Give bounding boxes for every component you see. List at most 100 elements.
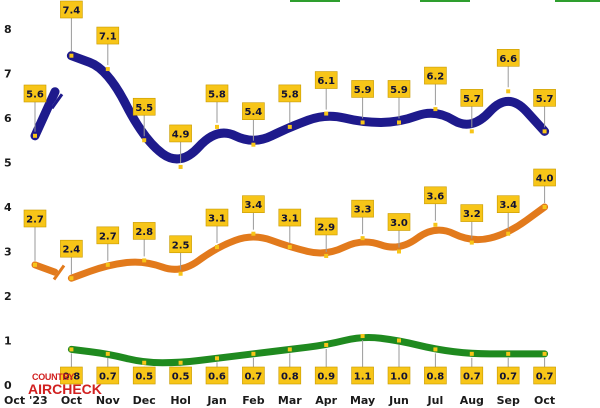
data-point: [69, 276, 74, 281]
data-label: 0.8: [427, 372, 445, 383]
data-point: [142, 360, 147, 365]
data-labels: 5.6 7.4 7.1 5.5 4.9 5.8 5.4 5.8 6.1 5.9 5.9 6.2 5.7 6…: [23, 0, 556, 385]
data-label-box: [132, 97, 156, 116]
data-label: 3.2: [463, 209, 481, 220]
data-label-box: [96, 26, 120, 45]
data-label: 5.4: [245, 107, 263, 118]
data-point: [33, 262, 37, 267]
data-label: 3.1: [208, 214, 226, 225]
x-tick-label: Oct '23: [4, 394, 48, 407]
x-axis-ticks: Oct '23 Oct Nov Dec Hol Jan Feb Mar Apr May Jun Jul…: [4, 394, 555, 407]
data-point: [397, 249, 401, 254]
data-point: [142, 258, 147, 263]
data-label-box: [132, 366, 156, 385]
data-label: 1.0: [390, 372, 408, 383]
data-point: [433, 347, 438, 352]
data-label: 7.4: [63, 6, 81, 17]
data-label-box: [424, 66, 447, 85]
data-point: [142, 138, 147, 143]
data-label: 2.5: [172, 240, 190, 251]
data-point: [397, 120, 401, 125]
data-point: [287, 347, 292, 352]
data-point: [469, 240, 474, 245]
data-label: 6.1: [317, 76, 335, 87]
data-point: [251, 351, 256, 356]
data-point: [360, 236, 365, 241]
data-point: [324, 111, 329, 116]
data-label: 5.9: [354, 85, 372, 96]
x-tick-label: Apr: [315, 394, 337, 407]
data-label: 0.7: [99, 372, 117, 383]
data-label: 2.4: [63, 245, 81, 256]
data-point: [251, 142, 256, 147]
data-label-box: [387, 80, 411, 98]
data-label: 0.8: [281, 372, 299, 383]
data-label: 5.7: [536, 94, 554, 105]
x-tick-label: Sep: [497, 394, 520, 407]
data-point: [506, 89, 511, 94]
data-label-box: [314, 71, 338, 89]
data-point: [469, 129, 474, 134]
series-line-detached: [31, 261, 59, 276]
data-label-box: [23, 84, 47, 103]
data-label-box: [496, 195, 520, 213]
data-point: [105, 67, 110, 72]
data-label: 3.6: [427, 191, 445, 202]
data-point: [251, 231, 256, 236]
data-point: [433, 107, 438, 112]
x-tick-label: Jun: [388, 394, 409, 407]
data-label-box: [60, 366, 83, 385]
data-label: 0.5: [172, 372, 190, 383]
x-tick-label: Feb: [242, 394, 265, 407]
data-label-box: [242, 366, 265, 385]
x-tick-label: May: [350, 394, 375, 407]
data-label: 4.0: [536, 174, 554, 185]
data-label-box: [351, 199, 374, 218]
x-tick-label: Mar: [278, 394, 302, 407]
data-label: 0.8: [63, 372, 81, 383]
data-label-box: [533, 89, 556, 107]
data-label-box: [460, 366, 484, 385]
break-mark: [52, 264, 66, 281]
data-label: 3.3: [354, 205, 372, 216]
data-label: 2.8: [135, 227, 153, 238]
y-tick-label: 5: [4, 157, 12, 170]
data-label: 0.9: [317, 372, 335, 383]
data-label: 2.9: [317, 222, 335, 233]
data-label: 4.9: [172, 129, 190, 140]
data-point: [105, 262, 110, 267]
data-label-box: [96, 226, 120, 245]
data-point: [69, 347, 74, 352]
logo-text-bottom: AIRCHECK: [28, 381, 102, 397]
data-point: [178, 360, 183, 365]
y-tick-label: 7: [4, 68, 12, 81]
y-tick-label: 6: [4, 112, 12, 125]
data-label: 0.7: [463, 372, 481, 383]
data-point: [360, 334, 365, 339]
y-tick-label: 8: [4, 23, 12, 36]
data-label-box: [60, 0, 83, 19]
data-label-box: [132, 222, 156, 240]
x-tick-label: Nov: [96, 394, 121, 407]
series-layer: [30, 51, 550, 367]
y-tick-label: 2: [4, 290, 12, 303]
data-point: [542, 351, 547, 356]
data-label-box: [533, 366, 556, 385]
data-point: [324, 342, 329, 347]
data-label-box: [496, 48, 520, 67]
data-point: [469, 351, 474, 356]
data-label: 0.7: [536, 372, 554, 383]
data-label: 0.6: [208, 372, 226, 383]
data-label-box: [460, 89, 484, 107]
data-label-box: [278, 208, 302, 227]
data-point: [287, 124, 292, 129]
data-label-box: [424, 366, 447, 385]
data-label-box: [314, 217, 338, 236]
data-label: 0.7: [245, 372, 263, 383]
series-line: [66, 51, 550, 164]
break-mark: [50, 93, 64, 110]
data-point: [397, 338, 401, 343]
series-line-detached: [30, 87, 60, 141]
data-label: 6.6: [499, 54, 517, 65]
data-label: 0.5: [135, 372, 153, 383]
